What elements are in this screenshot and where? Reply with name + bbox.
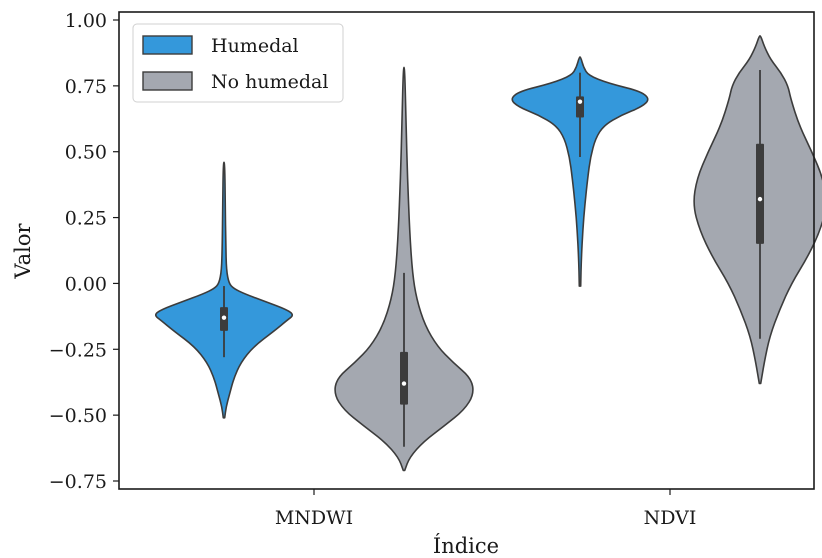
x-axis-label: Índice xyxy=(433,534,499,558)
y-tick-label: 0.75 xyxy=(65,76,107,98)
legend-swatch xyxy=(142,71,193,91)
y-tick-label: 0.50 xyxy=(65,142,107,164)
y-tick-label: 0.00 xyxy=(65,273,107,295)
y-tick-label: 0.25 xyxy=(65,208,107,230)
plot-frame xyxy=(118,11,815,490)
legend: Humedal No humedal xyxy=(132,23,344,103)
legend-swatch xyxy=(142,35,193,55)
y-tick-label: −0.25 xyxy=(49,339,107,361)
violin-no-humedal-mndwi xyxy=(334,66,474,472)
legend-label: Humedal xyxy=(211,35,299,57)
x-axis-ticks: MNDWI NDVI xyxy=(275,489,697,529)
y-tick-label: 1.00 xyxy=(65,10,107,32)
iqr-box xyxy=(400,351,408,405)
median-point xyxy=(401,381,407,386)
y-axis-label: Valor xyxy=(11,222,35,279)
legend-label: No humedal xyxy=(211,71,328,93)
iqr-box xyxy=(756,143,764,244)
x-tick-label-ndvi: NDVI xyxy=(644,507,697,529)
y-tick-label: −0.50 xyxy=(49,405,107,427)
boxplots-layer xyxy=(220,70,764,447)
median-point xyxy=(577,99,583,104)
violin-humedal-ndvi xyxy=(511,56,649,287)
y-axis-ticks: 1.00 0.75 0.50 0.25 0.00 −0.25 −0.50 −0.75 xyxy=(49,10,119,493)
median-point xyxy=(757,196,763,202)
x-tick-label-mndwi: MNDWI xyxy=(275,507,353,529)
y-tick-label: −0.75 xyxy=(49,471,107,493)
median-point xyxy=(221,315,227,320)
